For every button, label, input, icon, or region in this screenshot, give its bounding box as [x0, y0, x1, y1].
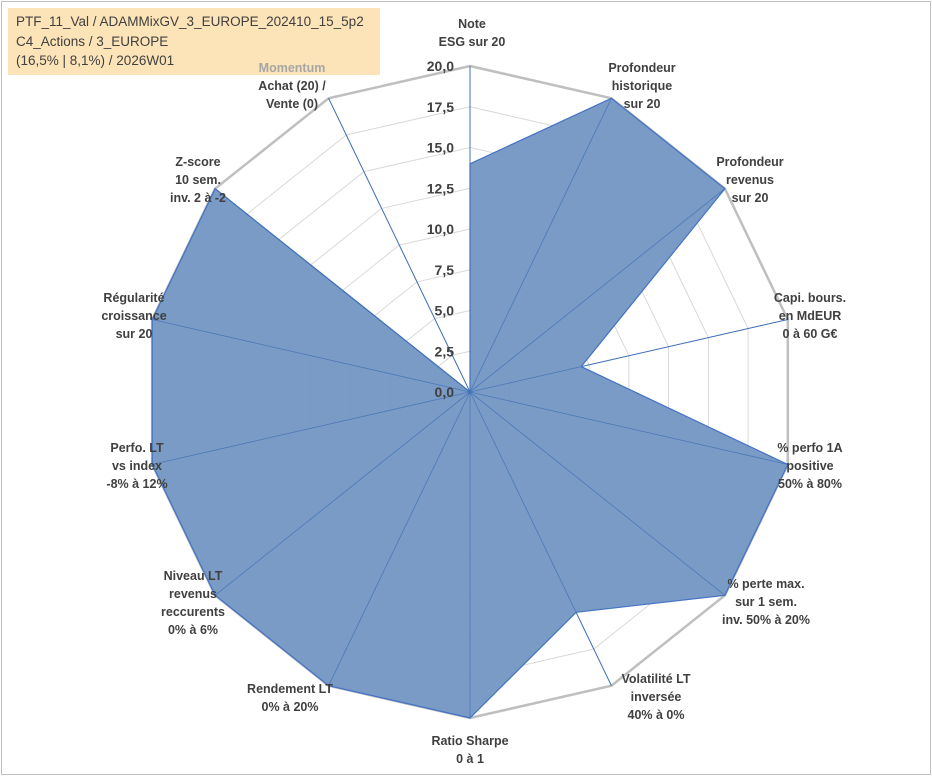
info-line-portfolio: PTF_11_Val / ADAMMixGV_3_EUROPE_202410_1…: [16, 14, 364, 29]
axis-label-line: Niveau LT: [164, 569, 223, 583]
axis-label-line: inv. 2 à -2: [170, 191, 226, 205]
axis-label-line: Ratio Sharpe: [431, 734, 508, 748]
spoke-overlay-2: [469, 188, 726, 393]
radar-tick-labels: 0,0 2,5 5,0 7,5 10,0 12,5 15,0 17,5 20,0: [427, 58, 454, 400]
axis-label-2: Profondeur revenus sur 20: [716, 155, 783, 205]
tick-label: 10,0: [427, 221, 454, 237]
axis-label-6: Volatilité LT inversée 40% à 0%: [622, 672, 691, 722]
axis-label-1: Profondeur historique sur 20: [608, 61, 675, 111]
spoke-overlay-9: [214, 391, 471, 596]
axis-label-10: Perfo. LT vs index -8% à 12%: [106, 441, 167, 491]
axis-label-line: 0 à 60 G€: [783, 327, 838, 341]
spoke-overlay-10: [152, 391, 471, 465]
axis-label-line: sur 20: [732, 191, 769, 205]
axis-label-5: % perte max. sur 1 sem. inv. 50% à 20%: [722, 577, 810, 627]
axis-label-line: inv. 50% à 20%: [722, 613, 810, 627]
tick-label: 17,5: [427, 99, 454, 115]
spoke-overlay-12: [214, 188, 471, 393]
axis-label-line: Profondeur: [608, 61, 675, 75]
axis-label-line: Capi. bours.: [774, 291, 846, 305]
axis-label-0: Note ESG sur 20: [439, 17, 506, 49]
axis-label-line: 10 sem.: [175, 173, 221, 187]
axis-label-line: Note: [458, 17, 486, 31]
axis-label-11: Régularité croissance sur 20: [101, 291, 166, 341]
axis-label-line: 0% à 20%: [262, 700, 319, 714]
spoke-overlay-4: [469, 391, 788, 465]
tick-label: 2,5: [435, 343, 455, 359]
axis-label-line: Z-score: [175, 155, 220, 169]
spoke-overlay-11: [152, 319, 471, 393]
spoke-overlay-6: [469, 391, 612, 686]
axis-label-12: Z-score 10 sem. inv. 2 à -2: [170, 155, 226, 205]
axis-label-line: 0 à 1: [456, 752, 484, 766]
axis-label-line: % perfo 1A: [777, 441, 842, 455]
axis-label-line: reccurents: [161, 605, 225, 619]
spoke-overlay-3: [469, 319, 788, 393]
axis-label-4: % perfo 1A positive 50% à 80%: [777, 441, 842, 491]
spoke-overlay-5: [469, 391, 726, 596]
axis-label-13: Momentum Achat (20) / Vente (0): [258, 61, 326, 111]
axis-label-line: croissance: [101, 309, 166, 323]
axis-label-line: Vente (0): [266, 97, 318, 111]
axis-label-line: Perfo. LT: [110, 441, 164, 455]
radar-axis-labels: Note ESG sur 20 Profondeur historique sur 20…: [101, 17, 846, 766]
axis-label-line: Achat (20) /: [258, 79, 326, 93]
axis-label-line: 40% à 0%: [628, 708, 685, 722]
info-line-stats: (16,5% | 8,1%) / 2026W01: [16, 53, 175, 68]
axis-label-line: ESG sur 20: [439, 35, 506, 49]
axis-label-line: % perte max.: [727, 577, 804, 591]
axis-label-line: en MdEUR: [779, 309, 842, 323]
axis-label-7: Ratio Sharpe 0 à 1: [431, 734, 508, 766]
spoke-overlay-13: [328, 98, 471, 393]
axis-label-line: sur 20: [624, 97, 661, 111]
axis-label-line: revenus: [169, 587, 217, 601]
axis-label-line: 0% à 6%: [168, 623, 218, 637]
axis-label-line: 50% à 80%: [778, 477, 842, 491]
radar-series: [151, 66, 789, 719]
tick-label: 7,5: [435, 262, 455, 278]
tick-label: 15,0: [427, 140, 454, 156]
axis-label-line: revenus: [726, 173, 774, 187]
axis-label-line: Momentum: [259, 61, 326, 75]
axis-label-line: Régularité: [103, 291, 164, 305]
chart-info-box: PTF_11_Val / ADAMMixGV_3_EUROPE_202410_1…: [8, 8, 380, 75]
axis-label-line: Volatilité LT: [622, 672, 691, 686]
axis-label-line: Rendement LT: [247, 682, 333, 696]
axis-label-line: positive: [786, 459, 833, 473]
axis-label-3: Capi. bours. en MdEUR 0 à 60 G€: [774, 291, 846, 341]
axis-label-line: sur 20: [116, 327, 153, 341]
axis-label-line: -8% à 12%: [106, 477, 167, 491]
tick-label: 20,0: [427, 58, 454, 74]
tick-label: 12,5: [427, 180, 454, 196]
axis-label-8: Rendement LT 0% à 20%: [247, 682, 333, 714]
axis-label-line: historique: [612, 79, 672, 93]
axis-label-line: vs index: [112, 459, 162, 473]
tick-label: 5,0: [435, 303, 455, 319]
axis-label-line: inversée: [631, 690, 682, 704]
axis-label-9: Niveau LT revenus reccurents 0% à 6%: [161, 569, 225, 637]
axis-label-line: sur 1 sem.: [735, 595, 797, 609]
spoke-overlay-8: [328, 391, 471, 686]
tick-label: 0,0: [435, 384, 455, 400]
spoke-overlay-1: [469, 98, 612, 393]
info-line-category: C4_Actions / 3_EUROPE: [16, 33, 169, 49]
axis-label-line: Profondeur: [716, 155, 783, 169]
